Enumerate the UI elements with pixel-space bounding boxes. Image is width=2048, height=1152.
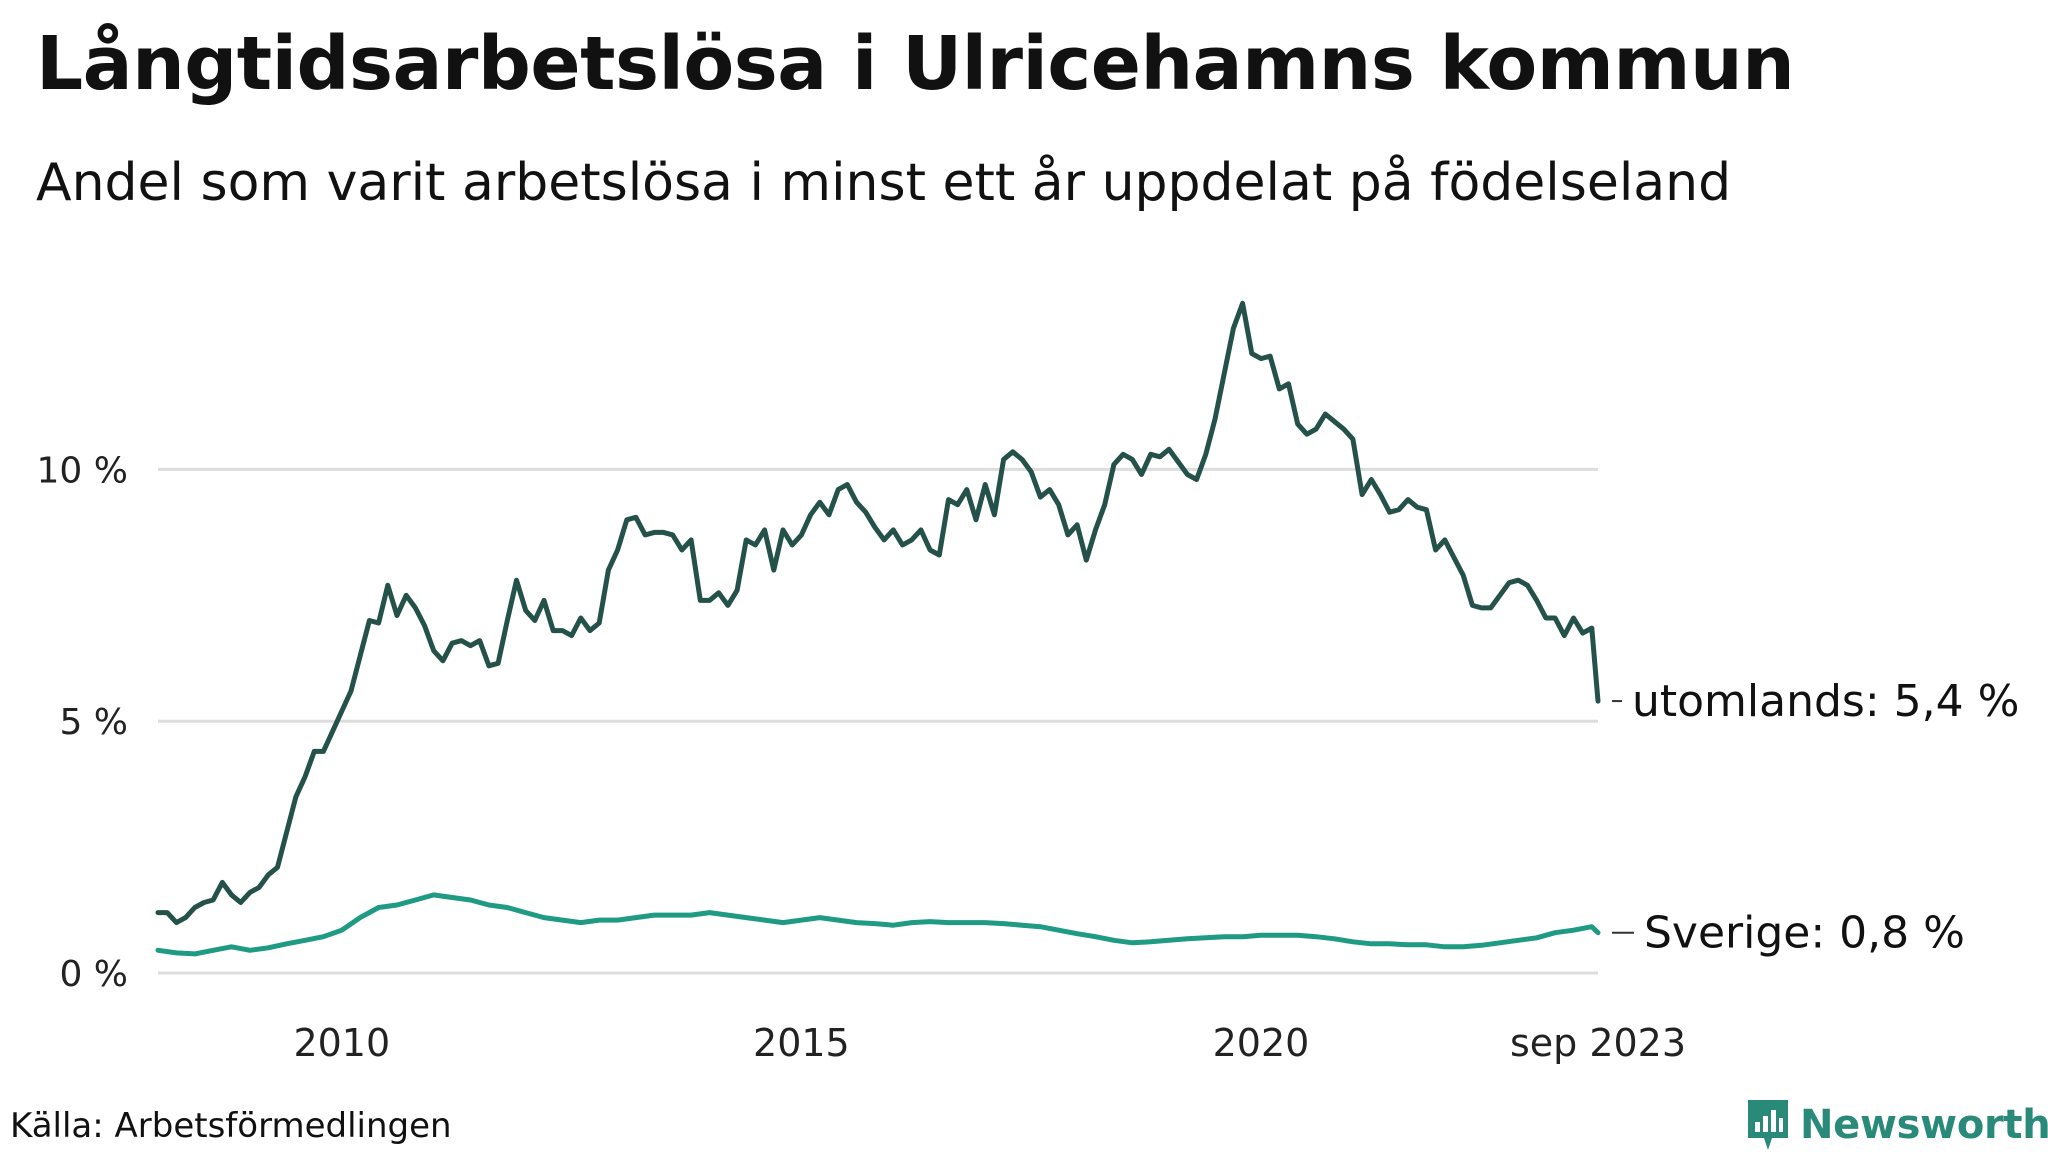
y-tick-label: 10 % xyxy=(37,450,128,491)
source-note: Källa: Arbetsförmedlingen xyxy=(10,1106,452,1146)
y-tick-label: 5 % xyxy=(59,702,128,743)
y-tick-label: 0 % xyxy=(59,954,128,995)
series-line-utomlands xyxy=(155,300,1601,926)
chart-subtitle: Andel som varit arbetslösa i minst ett å… xyxy=(36,153,1732,213)
series-line-sverige xyxy=(155,892,1601,957)
x-tick-label: 2015 xyxy=(753,1021,850,1065)
brand-name: Newsworthy xyxy=(1800,1102,2048,1148)
newsworthy-logo-icon xyxy=(1748,1100,1788,1150)
brand-logo: Newsworthy xyxy=(1746,1098,2048,1152)
x-tick-label: 2020 xyxy=(1213,1021,1310,1065)
series-lines xyxy=(155,300,1601,957)
y-axis-ticks: 0 % 5 % 10 % xyxy=(37,450,128,995)
x-tick-label: 2010 xyxy=(293,1021,390,1065)
end-label-sverige: Sverige: 0,8 % xyxy=(1644,908,1965,959)
chart-title: Långtidsarbetslösa i Ulricehamns kommun xyxy=(36,21,1795,107)
end-labels: utomlands: 5,4 % Sverige: 0,8 % xyxy=(1612,676,2019,959)
x-tick-label: sep 2023 xyxy=(1510,1021,1686,1065)
x-axis-ticks: 2010 2015 2020 sep 2023 xyxy=(293,1021,1686,1065)
end-label-utomlands: utomlands: 5,4 % xyxy=(1632,676,2019,727)
gridlines xyxy=(158,467,1598,975)
